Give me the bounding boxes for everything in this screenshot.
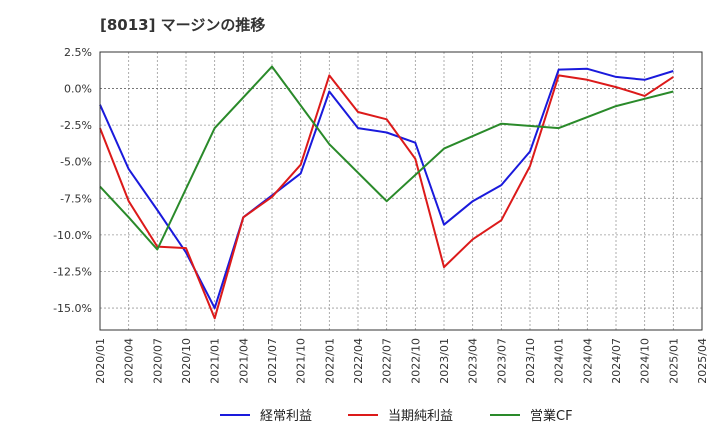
axis-layer: 2.5% 0.0% -2.5% -5.0% -7.5% -10.0% -12.5% -15.0…	[53, 46, 709, 384]
x-tick-label: 2021/01	[209, 338, 222, 384]
series-line-3	[99, 65, 674, 251]
y-tick-label: 0.0%	[64, 83, 92, 96]
legend-label: 営業CF	[530, 408, 573, 424]
x-tick-label: 2023/01	[438, 338, 451, 384]
y-tick-label: -15.0%	[53, 302, 92, 315]
x-tick-label: 2022/10	[409, 338, 422, 384]
y-tick-label: 2.5%	[64, 46, 92, 59]
y-tick-label: -5.0%	[60, 156, 92, 169]
y-tick-label: -12.5%	[53, 265, 92, 278]
x-tick-label: 2023/04	[467, 338, 480, 384]
series-line-2	[99, 74, 674, 320]
x-tick-label: 2021/10	[295, 338, 308, 384]
legend: 経常利益 当期純利益 営業CF	[220, 408, 573, 424]
series-layer	[99, 65, 674, 320]
x-tick-label: 2022/04	[352, 338, 365, 384]
y-tick-label: -7.5%	[60, 192, 92, 205]
x-tick-label: 2022/07	[381, 338, 394, 384]
chart-title: [8013] マージンの推移	[100, 16, 266, 34]
x-tick-label: 2024/01	[553, 338, 566, 384]
x-tick-label: 2025/01	[667, 338, 680, 384]
x-tick-label: 2020/10	[180, 338, 193, 384]
y-tick-label: -2.5%	[60, 119, 92, 132]
legend-label: 経常利益	[260, 409, 312, 424]
x-tick-label: 2023/10	[524, 338, 537, 384]
grid-layer	[99, 51, 703, 330]
x-tick-label: 2020/07	[151, 338, 164, 384]
x-tick-label: 2024/07	[610, 338, 623, 384]
x-tick-label: 2025/04	[696, 338, 709, 384]
x-tick-label: 2022/01	[323, 338, 336, 384]
x-tick-label: 2020/04	[123, 338, 136, 384]
x-tick-label: 2020/01	[94, 338, 107, 384]
x-tick-label: 2024/04	[581, 338, 594, 384]
plot-border	[99, 51, 703, 331]
x-tick-label: 2021/04	[237, 338, 250, 384]
x-tick-label: 2021/07	[266, 338, 279, 384]
x-tick-label: 2023/07	[495, 338, 508, 384]
x-tick-label: 2024/10	[639, 338, 652, 384]
y-tick-label: -10.0%	[53, 229, 92, 242]
legend-label: 当期純利益	[388, 409, 453, 424]
